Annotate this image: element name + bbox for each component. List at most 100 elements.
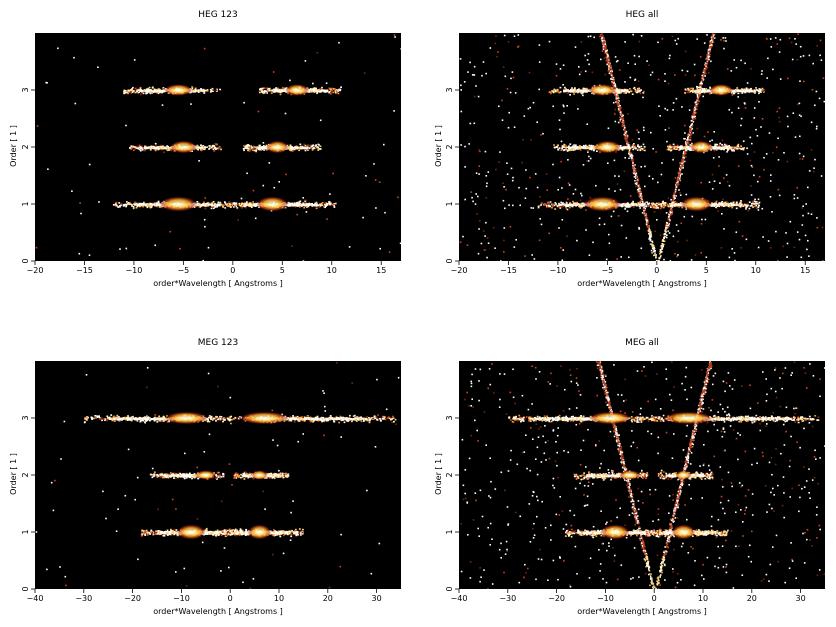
wedge-point (644, 215, 647, 218)
band-core-point (144, 90, 147, 93)
band-point (660, 205, 662, 207)
wedge-point (664, 229, 667, 232)
wedge-point (672, 196, 675, 199)
wedge-point (612, 79, 615, 81)
band-point (136, 89, 139, 91)
event-point (190, 103, 192, 105)
band-core-point (300, 145, 303, 148)
event-point (588, 254, 591, 256)
band-point (290, 149, 292, 152)
event-point (565, 201, 568, 203)
event-point (559, 68, 562, 70)
event-point (674, 74, 676, 76)
event-point (810, 149, 813, 151)
event-point (669, 54, 671, 57)
wedge-point (602, 41, 605, 43)
band-core-point (146, 89, 149, 92)
band-point (141, 147, 143, 149)
event-point (555, 63, 558, 65)
event-point (769, 196, 772, 198)
wedge-point (691, 118, 694, 121)
x-tick-label: −20 (27, 266, 44, 275)
wedge-point (648, 237, 651, 239)
wedge-point (649, 239, 651, 242)
band-point (217, 201, 220, 204)
band-core-point (148, 203, 150, 205)
event-point (778, 116, 780, 119)
event-point (538, 239, 541, 242)
event-point (237, 219, 239, 221)
band-core-point (149, 147, 152, 150)
band-core-point (289, 147, 292, 150)
band-point (196, 201, 199, 203)
band-point (244, 145, 247, 148)
event-point (539, 218, 541, 220)
wedge-point (682, 164, 684, 166)
wedge-point (709, 46, 711, 48)
event-point (819, 54, 821, 57)
event-point (536, 186, 539, 189)
band-point (122, 205, 125, 207)
event-point (740, 124, 742, 127)
band-point (117, 206, 119, 208)
event-point (763, 168, 765, 171)
band-point (289, 144, 292, 146)
event-point (668, 232, 671, 234)
band-core-point (165, 146, 168, 148)
event-point (578, 66, 580, 68)
wedge-point (693, 114, 695, 116)
wedge-point (707, 52, 710, 54)
event-point (770, 46, 773, 48)
event-point (672, 102, 675, 104)
wedge-point (638, 184, 640, 186)
band-point (157, 88, 160, 90)
wedge-point (658, 259, 660, 261)
band-point (123, 92, 126, 94)
event-point (607, 127, 610, 130)
event-point (532, 207, 535, 209)
event-point (624, 157, 626, 159)
x-axis-label: order*Wavelength [ Angstroms ] (153, 279, 283, 288)
band-point (655, 207, 658, 209)
event-point (667, 197, 670, 199)
band-core-point (274, 90, 277, 92)
wedge-point (625, 135, 627, 138)
band-point (157, 201, 160, 204)
event-point (616, 258, 618, 260)
band-core-point (141, 202, 144, 205)
wedge-point (660, 249, 662, 252)
band-core-point (246, 203, 249, 206)
band-point (130, 89, 133, 92)
band-core-point (291, 148, 294, 150)
event-point (363, 72, 366, 74)
wedge-point (648, 233, 650, 235)
band-core-point (306, 147, 308, 149)
wedge-point (649, 234, 651, 236)
wedge-point (599, 35, 601, 38)
band-point (303, 143, 306, 146)
band-point (258, 148, 260, 151)
event-point (816, 125, 818, 128)
wedge-point (636, 182, 639, 184)
event-point (815, 127, 818, 130)
wedge-point (708, 48, 710, 51)
x-tick-label: 0 (230, 266, 235, 275)
band-point (213, 150, 216, 152)
band-point (328, 91, 330, 94)
event-point (285, 173, 287, 176)
band-point (332, 88, 335, 90)
wedge-point (607, 62, 609, 65)
band-core-point (153, 147, 156, 149)
wedge-point (649, 235, 652, 238)
band-core-point (253, 203, 255, 206)
band-core-point (203, 90, 205, 93)
event-point (779, 78, 782, 80)
band-point (319, 145, 322, 148)
event-point (125, 124, 127, 127)
wedge-point (674, 197, 676, 199)
wedge-point (664, 236, 666, 238)
wedge-point (683, 155, 685, 157)
wedge-point (688, 130, 691, 132)
band-point (244, 202, 247, 204)
event-point (79, 202, 81, 204)
